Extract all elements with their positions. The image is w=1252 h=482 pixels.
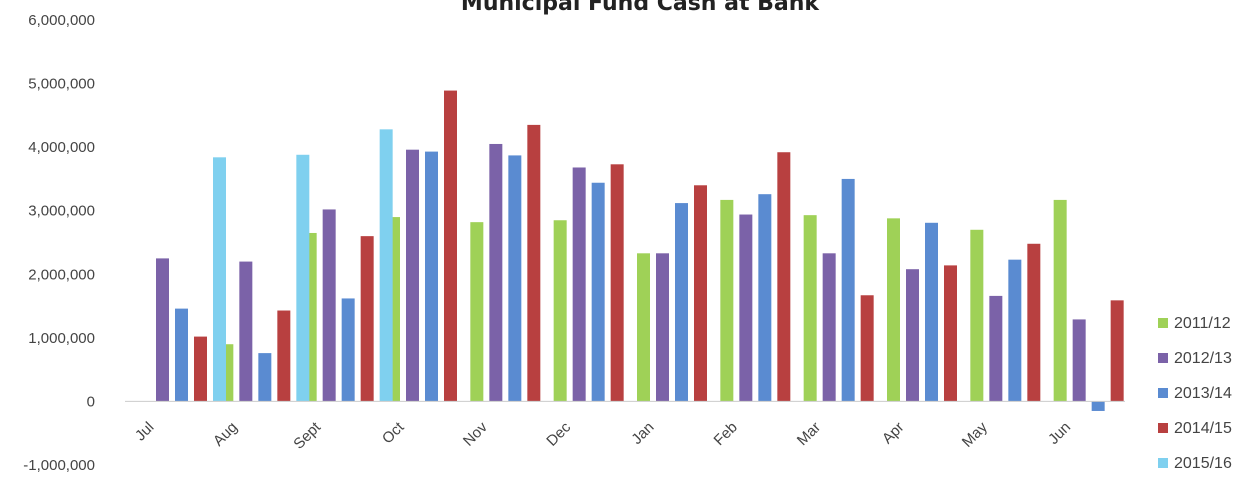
bar-2015-16-sept (379, 129, 393, 402)
y-tick-label: 5,000,000 (28, 76, 95, 93)
bar-2012-13-jul (156, 258, 169, 402)
bar-2014-15-jun (1110, 300, 1124, 402)
bar-2012-13-oct (406, 149, 419, 402)
bar-2014-15-oct (444, 90, 457, 402)
x-tick-label: Mar (794, 419, 824, 449)
x-tick-label: May (959, 418, 991, 450)
bar-2014-15-aug (277, 310, 291, 402)
x-tick-label: Aug (210, 419, 241, 450)
bar-2013-14-aug (258, 353, 272, 402)
bar-2011-12-mar (803, 215, 817, 402)
bar-2013-14-oct (425, 151, 438, 402)
legend-label: 2015/16 (1174, 455, 1232, 472)
bar-2014-15-jan (694, 185, 707, 402)
bar-2012-13-feb (739, 214, 753, 402)
legend-swatch (1158, 353, 1168, 363)
bar-2014-15-mar (860, 295, 874, 402)
bar-2012-13-aug (239, 261, 253, 402)
bar-2013-14-apr (925, 222, 938, 402)
bar-2011-12-jan (637, 253, 650, 402)
bar-2012-13-jan (656, 253, 669, 402)
bar-2012-13-dec (572, 167, 586, 402)
bar-2011-12-nov (470, 222, 484, 402)
x-tick-label: Jul (132, 419, 158, 445)
bar-2012-13-nov (489, 143, 503, 402)
x-tick-label: Feb (711, 419, 741, 449)
legend-label: 2014/15 (1174, 420, 1232, 437)
y-tick-label: 6,000,000 (28, 12, 95, 29)
bar-2012-13-apr (906, 269, 919, 402)
bar-2014-15-sept (360, 236, 374, 402)
bar-2014-15-apr (944, 265, 957, 402)
legend-swatch (1158, 458, 1168, 468)
bar-2011-12-apr (887, 218, 900, 402)
bar-2015-16-aug (296, 154, 310, 402)
x-tick-label: Jun (1045, 419, 1074, 448)
legend-swatch (1158, 318, 1168, 328)
bar-2013-14-jun (1091, 401, 1105, 411)
bar-2014-15-dec (610, 164, 624, 402)
legend-swatch (1158, 423, 1168, 433)
y-axis: -1,000,000 0 1,000,000 2,000,000 3,000,000 4,… (23, 12, 95, 474)
bar-2014-15-jul (194, 336, 207, 402)
x-tick-label: Nov (460, 418, 491, 449)
bar-2013-14-dec (591, 182, 605, 402)
x-tick-label: Sept (290, 418, 324, 452)
bar-2013-14-jan (675, 203, 688, 402)
bars (156, 90, 1124, 411)
bar-2012-13-jun (1072, 319, 1086, 402)
x-tick-label: Dec (543, 418, 574, 449)
legend-swatch (1158, 388, 1168, 398)
bar-2014-15-feb (777, 152, 791, 402)
y-tick-label: 0 (87, 393, 95, 410)
legend-label: 2013/14 (1174, 385, 1232, 402)
bar-2013-14-nov (508, 155, 522, 402)
bar-2011-12-jun (1053, 199, 1067, 402)
x-tick-label: Oct (379, 418, 408, 447)
y-tick-label: 1,000,000 (28, 330, 95, 347)
bar-2012-13-mar (822, 253, 836, 402)
y-tick-label: 2,000,000 (28, 266, 95, 283)
bar-2012-13-sept (322, 209, 336, 402)
bar-2013-14-feb (758, 194, 772, 402)
legend-label: 2012/13 (1174, 350, 1232, 367)
bar-2011-12-may (970, 229, 984, 402)
bar-2013-14-sept (341, 298, 355, 402)
y-tick-label: 4,000,000 (28, 139, 95, 156)
bar-2012-13-may (989, 295, 1003, 402)
bar-2011-12-feb (720, 199, 734, 402)
bar-2014-15-nov (527, 124, 541, 402)
bar-2013-14-jul (175, 308, 188, 402)
legend: 2011/12 2012/13 2013/14 2014/15 2015/16 (1158, 315, 1232, 472)
x-tick-label: Apr (879, 419, 908, 448)
bar-2011-12-dec (553, 220, 567, 402)
bar-2013-14-mar (841, 178, 855, 402)
y-tick-label: 3,000,000 (28, 203, 95, 220)
x-axis: Jul Aug Sept Oct Nov Dec Jan Feb Mar Apr May Jun (132, 418, 1074, 452)
bar-2014-15-may (1027, 243, 1041, 402)
x-tick-label: Jan (628, 419, 657, 448)
y-tick-label: -1,000,000 (23, 457, 95, 474)
bar-2015-16-jul (213, 157, 226, 402)
bar-2013-14-may (1008, 259, 1022, 402)
chart-title: Municipal Fund Cash at Bank (461, 0, 821, 16)
legend-label: 2011/12 (1174, 315, 1231, 332)
